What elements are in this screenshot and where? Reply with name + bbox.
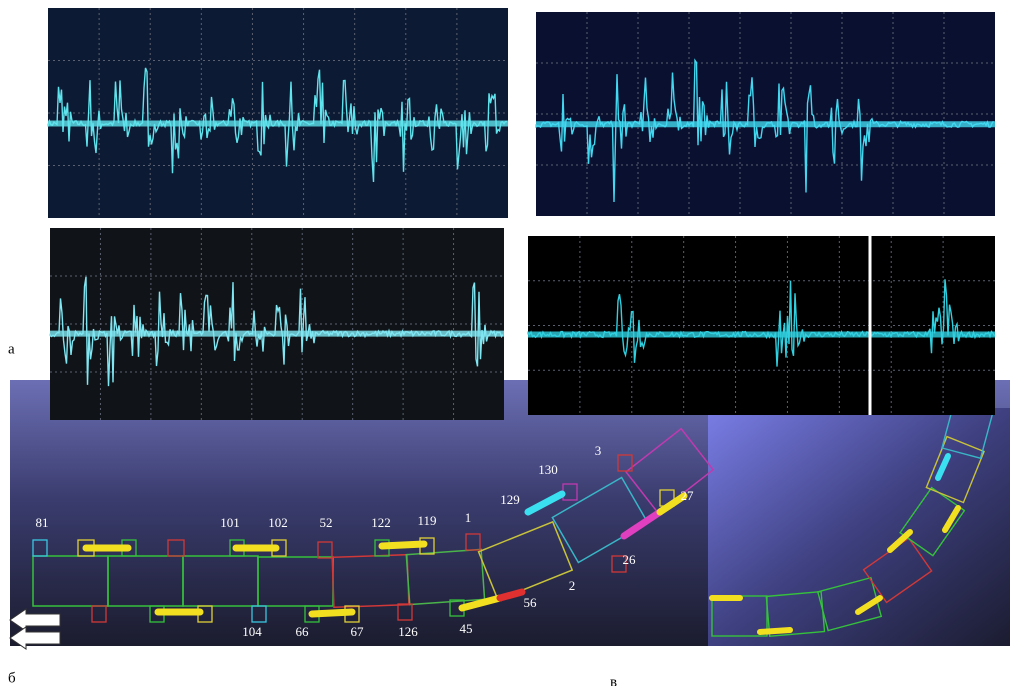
sensor-label: 26 xyxy=(623,552,637,567)
sensor-label: 66 xyxy=(296,624,310,639)
sensor-label: 101 xyxy=(220,515,240,530)
sensor-label: 56 xyxy=(524,595,538,610)
sensor-label: 3 xyxy=(595,443,602,458)
oscillogram-panel xyxy=(528,236,995,415)
sensor-label: 130 xyxy=(538,462,558,477)
sensor-label: 122 xyxy=(371,515,391,530)
sensor-label: 102 xyxy=(268,515,288,530)
panel-letter: а xyxy=(8,341,15,357)
sensor-label: 126 xyxy=(398,624,418,639)
panel-letter: б xyxy=(8,670,16,686)
oscillograms xyxy=(48,8,995,420)
figure: 81 101 102 52 122 119 1 129 130 3 27 26 … xyxy=(0,0,1014,686)
sensor-label: 104 xyxy=(242,624,262,639)
sensor-label: 81 xyxy=(36,515,49,530)
oscillogram-panel xyxy=(48,8,508,218)
sensor-label: 1 xyxy=(465,510,472,525)
sensor-label: 2 xyxy=(569,578,576,593)
sensor-label: 52 xyxy=(320,515,333,530)
sensor-label: 45 xyxy=(460,621,473,636)
sensor-label: 27 xyxy=(681,488,695,503)
sensor-label: 129 xyxy=(500,492,520,507)
panel-letter: в xyxy=(610,674,617,686)
oscillogram-panel xyxy=(50,228,504,420)
oscillogram-panel xyxy=(536,12,995,216)
sensor-label: 119 xyxy=(417,513,436,528)
sensor-label: 67 xyxy=(351,624,365,639)
